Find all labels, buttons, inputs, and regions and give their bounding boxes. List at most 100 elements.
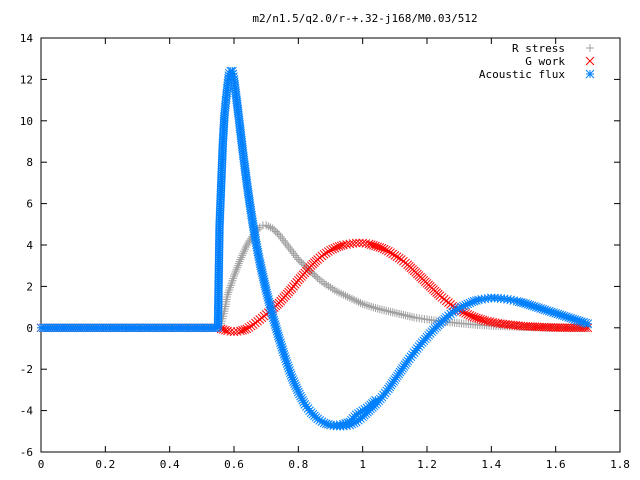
data-point — [241, 245, 250, 254]
data-point — [371, 395, 380, 405]
data-point — [343, 292, 352, 301]
data-point — [583, 319, 593, 329]
data-point — [295, 389, 304, 399]
data-point — [328, 244, 337, 254]
data-point — [339, 290, 348, 299]
data-point — [236, 255, 245, 264]
data-point — [375, 305, 384, 314]
data-point — [237, 253, 246, 262]
data-point — [264, 222, 273, 231]
data-point — [367, 302, 376, 311]
data-point — [235, 257, 244, 266]
y-tick-label: 12 — [20, 73, 33, 86]
data-point — [350, 295, 359, 304]
axes: 0 0.2 0.4 0.6 0.8 1 1.2 1.4 1.6 1.8 -6 -4 -2 0 2 4 6 8 10 1… — [20, 32, 630, 471]
data-point — [289, 249, 298, 258]
series-acoustic-flux — [36, 66, 593, 431]
x-tick-label: 1.2 — [417, 458, 437, 471]
data-point — [369, 303, 378, 312]
y-tick-label: 14 — [20, 32, 34, 45]
data-point — [234, 259, 243, 268]
data-point — [241, 243, 250, 252]
data-point — [231, 267, 240, 276]
data-point — [320, 279, 329, 288]
data-point — [281, 238, 290, 247]
legend-label: R stress — [512, 42, 565, 55]
legend-label: G work — [525, 55, 565, 68]
data-point — [382, 306, 391, 315]
data-point — [392, 309, 401, 318]
data-point — [395, 309, 404, 318]
data-point — [317, 277, 326, 286]
legend-marker — [585, 56, 595, 66]
data-point — [324, 247, 333, 256]
data-point — [379, 244, 389, 254]
y-tick-label: 6 — [26, 198, 33, 211]
series-r-stress — [37, 221, 592, 332]
data-point — [335, 288, 344, 297]
data-point — [397, 310, 406, 319]
data-point — [394, 253, 404, 263]
data-point — [244, 323, 254, 332]
data-point — [326, 245, 335, 255]
data-point — [390, 308, 399, 317]
legend-label: Acoustic flux — [479, 68, 565, 81]
x-tick-label: 0.2 — [95, 458, 115, 471]
data-point — [230, 272, 238, 281]
data-point — [480, 316, 490, 325]
y-tick-label: -6 — [20, 446, 33, 459]
x-tick-label: 0.8 — [288, 458, 308, 471]
data-point — [276, 232, 285, 241]
data-point — [403, 311, 412, 320]
data-point — [565, 323, 574, 333]
data-point — [362, 301, 371, 310]
data-point — [226, 327, 236, 336]
y-tick-label: -2 — [20, 363, 33, 376]
data-point — [399, 310, 408, 319]
y-tick-label: 4 — [26, 239, 33, 252]
data-point — [337, 289, 346, 298]
legend-marker — [585, 69, 595, 79]
data-point — [360, 300, 369, 309]
data-point — [483, 316, 492, 326]
data-point — [461, 308, 470, 318]
x-tick-label: 0 — [38, 458, 45, 471]
data-point — [384, 307, 393, 316]
data-point — [279, 236, 288, 245]
data-point — [356, 298, 365, 307]
data-point — [384, 246, 393, 256]
data-point — [341, 291, 350, 300]
data-point — [324, 282, 333, 291]
data-point — [284, 243, 293, 252]
x-tick-label: 1.8 — [610, 458, 630, 471]
data-point — [234, 261, 243, 270]
data-point — [388, 249, 398, 259]
data-point — [313, 274, 322, 283]
data-point — [242, 241, 251, 249]
data-point — [278, 234, 287, 243]
data-point — [232, 265, 241, 274]
data-point — [283, 241, 292, 249]
x-tick-label: 1.4 — [481, 458, 501, 471]
data-point — [238, 251, 247, 260]
data-points — [36, 66, 593, 431]
data-point — [315, 275, 324, 284]
data-point — [286, 245, 295, 254]
data-point — [463, 309, 473, 319]
data-point — [381, 245, 391, 255]
data-point — [361, 239, 371, 248]
data-point — [358, 299, 367, 308]
data-point — [232, 327, 242, 336]
x-tick-label: 0.4 — [160, 458, 180, 471]
data-point — [571, 323, 581, 333]
x-tick-label: 1 — [359, 458, 366, 471]
data-point — [377, 305, 386, 314]
data-point — [326, 283, 335, 292]
data-point — [352, 296, 361, 305]
data-point — [244, 238, 253, 247]
data-point — [328, 284, 337, 293]
data-point — [291, 251, 300, 260]
data-point — [230, 269, 239, 278]
data-point — [448, 301, 458, 311]
